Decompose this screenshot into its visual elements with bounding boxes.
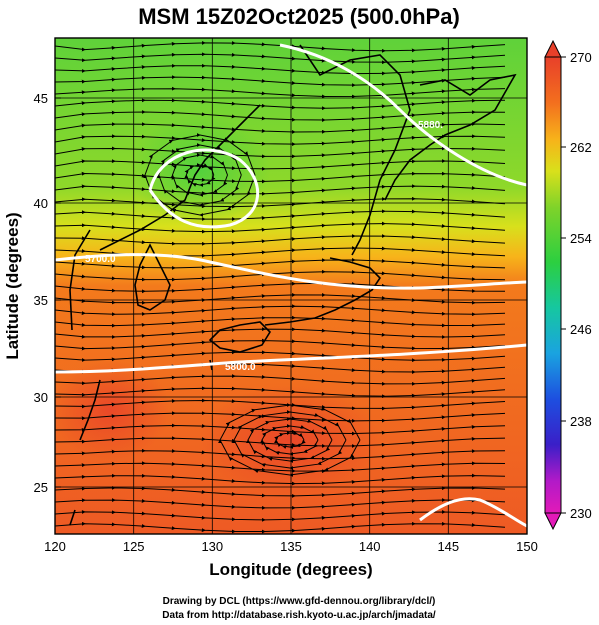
streamline xyxy=(55,350,506,363)
streamline xyxy=(55,63,506,76)
streamline xyxy=(55,473,506,486)
streamline xyxy=(55,122,506,134)
x-tick-label: 120 xyxy=(44,539,66,554)
streamline xyxy=(55,521,506,534)
streamline xyxy=(55,86,506,99)
colorbar xyxy=(544,39,566,531)
streamline xyxy=(55,485,506,498)
streamline xyxy=(55,109,506,123)
streamline xyxy=(143,133,256,217)
x-axis-label: Longitude (degrees) xyxy=(209,560,372,579)
x-tick-label: 135 xyxy=(280,539,302,554)
colorbar-tick-label: 270 xyxy=(570,50,592,65)
contour-label-5700: 5700.0 xyxy=(85,254,116,265)
streamline xyxy=(55,257,506,270)
colorbar-gradient xyxy=(544,56,562,514)
x-tick-label: 150 xyxy=(516,539,538,554)
x-tick-label: 130 xyxy=(201,539,223,554)
streamline xyxy=(55,269,506,282)
height-contours xyxy=(55,43,527,528)
contour-5700 xyxy=(55,253,527,290)
wind-streamlines xyxy=(55,40,506,534)
y-axis xyxy=(55,97,61,488)
contour-low-ring xyxy=(148,148,260,229)
streamline xyxy=(55,158,506,171)
colorbar-tick-label: 254 xyxy=(570,231,592,246)
y-tick-label: 35 xyxy=(34,293,48,308)
streamline xyxy=(55,171,506,184)
colorbar-bottom-arrow xyxy=(544,512,562,531)
streamline xyxy=(55,196,506,209)
contour-north xyxy=(279,43,527,187)
streamline xyxy=(55,98,506,111)
x-tick-label: 145 xyxy=(437,539,459,554)
streamline xyxy=(55,52,506,65)
plot-frame xyxy=(54,37,528,535)
x-tick-label: 125 xyxy=(123,539,145,554)
streamline xyxy=(55,327,506,340)
credit-data: Data from http://database.rish.kyoto-u.a… xyxy=(162,610,436,621)
warm-core-west xyxy=(55,360,170,460)
streamline xyxy=(55,221,506,234)
plot-area: 5880. 5800.0 5700.0 xyxy=(55,38,527,534)
streamline xyxy=(55,209,506,222)
credit-drawing: Drawing by DCL (https://www.gfd-dennou.o… xyxy=(163,596,436,607)
streamline xyxy=(55,498,506,510)
streamline xyxy=(218,403,361,477)
colorbar-tick-label: 246 xyxy=(570,322,592,337)
contour-label-5800: 5800.0 xyxy=(225,362,256,373)
y-axis-label: Latitude (degrees) xyxy=(3,212,22,359)
streamline xyxy=(55,304,506,317)
chart-title: MSM 15Z02Oct2025 (500.0hPa) xyxy=(138,4,460,29)
coastlines xyxy=(69,44,517,526)
streamline xyxy=(55,386,506,399)
streamline xyxy=(55,234,506,246)
x-tick-label: 140 xyxy=(359,539,381,554)
streamline xyxy=(55,75,506,88)
colorbar-tick-label: 262 xyxy=(570,140,592,155)
streamline xyxy=(55,184,506,196)
y-tick-label: 45 xyxy=(34,91,48,106)
streamline xyxy=(55,315,506,328)
streamline xyxy=(55,374,506,386)
streamline xyxy=(55,338,506,351)
y-tick-label: 40 xyxy=(34,196,48,211)
colorbar-top-arrow xyxy=(544,39,562,58)
contour-label-north: 5880. xyxy=(418,120,443,131)
colorbar-tick-label: 238 xyxy=(570,414,592,429)
contour-5800 xyxy=(55,343,527,374)
contour-south xyxy=(419,497,527,528)
y-tick-label: 30 xyxy=(34,390,48,405)
streamline xyxy=(55,292,506,305)
y-tick-label: 25 xyxy=(34,480,48,495)
colorbar-tick-label: 230 xyxy=(570,506,592,521)
streamline xyxy=(55,146,506,159)
